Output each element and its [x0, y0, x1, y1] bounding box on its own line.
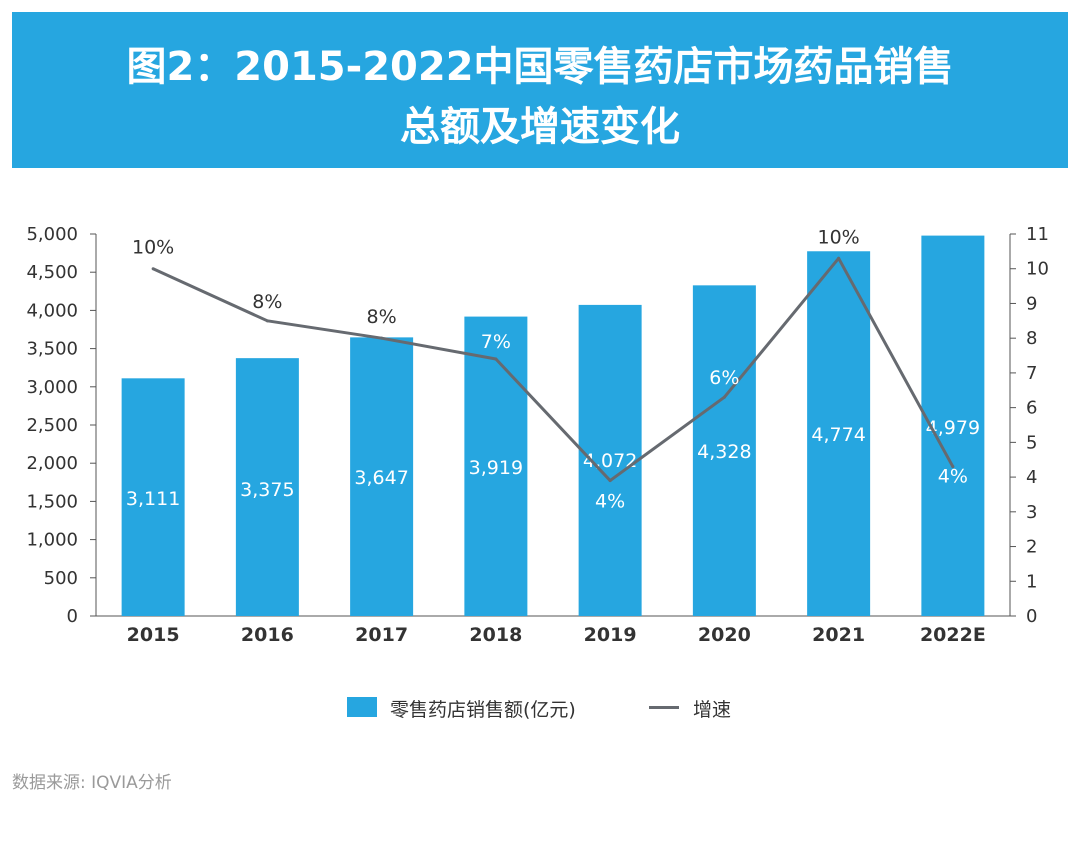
growth-value-label: 8% [367, 306, 397, 328]
y-right-tick-label: 8 [1026, 328, 1037, 349]
y-left-tick-label: 5,000 [26, 224, 78, 245]
x-tick-label: 2016 [241, 624, 294, 646]
title-banner: 图2：2015-2022中国零售药店市场药品销售 总额及增速变化 [12, 12, 1068, 168]
y-left-tick-label: 3,500 [26, 339, 78, 360]
bar-value-label: 4,328 [697, 441, 751, 463]
x-tick-label: 2018 [469, 624, 522, 646]
bar [578, 304, 642, 616]
y-right-tick-label: 11 [1026, 224, 1049, 245]
growth-point [265, 319, 269, 323]
bar-value-label: 3,647 [354, 467, 408, 489]
x-tick-label: 2015 [127, 624, 180, 646]
y-right-tick-label: 5 [1026, 432, 1037, 453]
bar-value-label: 3,919 [469, 457, 523, 479]
y-left-tick-label: 0 [67, 606, 78, 627]
y-right-tick-label: 1 [1026, 571, 1037, 592]
y-right-tick-label: 9 [1026, 293, 1037, 314]
y-left-tick-label: 2,500 [26, 415, 78, 436]
growth-value-label: 4% [938, 466, 968, 488]
y-right-tick-label: 10 [1026, 259, 1049, 280]
x-tick-label: 2017 [355, 624, 408, 646]
growth-value-label: 10% [818, 226, 860, 248]
bar-value-label: 3,375 [240, 479, 294, 501]
growth-point [837, 256, 841, 260]
y-right-tick-label: 3 [1026, 502, 1037, 523]
legend: 零售药店销售额(亿元) 增速 [0, 692, 1080, 722]
chart-title-line-2: 总额及增速变化 [400, 104, 680, 150]
x-tick-label: 2019 [584, 624, 637, 646]
y-right-tick-label: 0 [1026, 606, 1037, 627]
data-source: 数据来源: IQVIA分析 [12, 773, 172, 793]
bar-value-label: 4,979 [926, 417, 980, 439]
x-tick-label: 2021 [812, 624, 865, 646]
y-left-tick-label: 4,500 [26, 262, 78, 283]
growth-point [151, 267, 155, 271]
y-left-tick-label: 4,000 [26, 300, 78, 321]
y-left-tick-label: 1,500 [26, 491, 78, 512]
bar-value-label: 4,774 [811, 424, 865, 446]
legend-bar-label: 零售药店销售额(亿元) [390, 699, 576, 721]
bar [464, 316, 528, 616]
x-tick-label: 2020 [698, 624, 751, 646]
y-left-tick-label: 500 [44, 568, 78, 589]
growth-value-label: 10% [132, 237, 174, 259]
bar [807, 251, 871, 616]
growth-point [608, 479, 612, 483]
legend-bar-swatch [347, 697, 377, 717]
y-left-tick-label: 3,000 [26, 377, 78, 398]
growth-point [951, 465, 955, 469]
y-left-tick-label: 1,000 [26, 530, 78, 551]
bar [350, 337, 414, 616]
growth-value-label: 7% [481, 331, 511, 353]
growth-point [494, 357, 498, 361]
bar [692, 285, 756, 616]
chart-title-line-1: 图2：2015-2022中国零售药店市场药品销售 [126, 44, 954, 90]
legend-line-label: 增速 [693, 699, 732, 721]
growth-value-label: 6% [709, 367, 739, 389]
y-left-tick-label: 2,000 [26, 453, 78, 474]
legend-line-swatch [649, 706, 679, 709]
y-right-tick-label: 6 [1026, 398, 1037, 419]
y-right-tick-label: 7 [1026, 363, 1037, 384]
y-right-tick-label: 2 [1026, 537, 1037, 558]
x-tick-label: 2022E [920, 624, 986, 646]
growth-line [152, 256, 955, 483]
growth-point [722, 395, 726, 399]
bar [121, 378, 185, 616]
growth-value-label: 4% [595, 491, 625, 513]
growth-value-label: 8% [252, 291, 282, 313]
bar-value-label: 3,111 [126, 488, 180, 510]
y-right-tick-label: 4 [1026, 467, 1037, 488]
bar [235, 358, 299, 616]
combo-chart: 0 500 1,000 1,500 2,000 2,500 3,000 3,500 4,000 4… [26, 224, 1049, 646]
growth-point [380, 336, 384, 340]
